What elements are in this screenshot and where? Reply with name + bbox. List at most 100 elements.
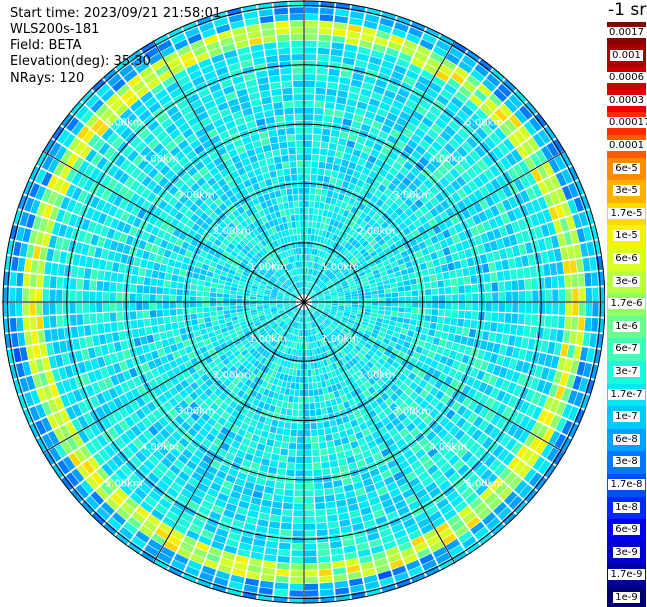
ray-gate bbox=[477, 244, 486, 255]
ray-gate bbox=[311, 297, 318, 300]
ray-gate bbox=[216, 470, 227, 480]
ray-gate bbox=[543, 193, 554, 208]
ray-gate bbox=[357, 158, 367, 167]
ray-gate bbox=[399, 192, 409, 202]
ray-gate bbox=[178, 321, 185, 329]
ray-gate bbox=[342, 538, 355, 547]
ray-gate bbox=[131, 266, 140, 276]
ray-gate bbox=[212, 504, 224, 515]
ray-gate bbox=[355, 59, 368, 69]
ray-gate bbox=[402, 323, 410, 330]
ray-gate bbox=[464, 285, 472, 293]
ray-gate bbox=[405, 261, 413, 269]
ray-gate bbox=[348, 228, 356, 236]
ray-gate bbox=[316, 333, 321, 341]
ray-gate bbox=[230, 490, 241, 500]
ray-gate bbox=[238, 333, 245, 339]
ray-gate bbox=[359, 339, 367, 346]
ray-gate bbox=[304, 410, 310, 417]
ray-gate bbox=[66, 153, 79, 167]
ray-gate bbox=[181, 241, 190, 250]
ray-gate bbox=[256, 362, 264, 370]
ray-gate bbox=[339, 187, 347, 195]
ray-gate bbox=[290, 348, 294, 355]
ray-gate bbox=[371, 230, 379, 239]
ray-gate bbox=[201, 263, 210, 271]
ray-gate bbox=[294, 322, 298, 329]
ray-gate bbox=[225, 234, 234, 243]
ray-gate bbox=[291, 423, 298, 430]
ray-gate bbox=[56, 315, 64, 328]
ray-gate bbox=[384, 89, 396, 100]
ray-gate bbox=[48, 235, 58, 249]
ray-gate bbox=[440, 199, 450, 210]
ray-gate bbox=[242, 487, 253, 497]
ray-gate bbox=[425, 308, 432, 315]
ray-gate bbox=[362, 478, 374, 487]
ray-gate bbox=[450, 278, 458, 286]
ray-gate bbox=[167, 337, 176, 346]
ray-gate bbox=[317, 306, 324, 310]
ray-gate bbox=[324, 336, 330, 344]
ray-gate bbox=[524, 156, 536, 171]
ray-gate bbox=[189, 302, 196, 308]
ray-gate bbox=[558, 302, 566, 315]
ray-gate bbox=[360, 471, 371, 481]
ray-gate bbox=[405, 494, 418, 505]
ray-gate bbox=[260, 330, 267, 336]
ray-gate bbox=[103, 444, 116, 458]
ray-gate bbox=[195, 335, 203, 343]
ray-gate bbox=[269, 298, 277, 301]
ray-gate bbox=[384, 263, 392, 271]
ray-gate bbox=[201, 333, 210, 341]
ray-gate bbox=[256, 302, 263, 305]
ray-gate bbox=[433, 353, 442, 362]
ray-gate bbox=[372, 343, 380, 350]
ray-gate bbox=[503, 270, 511, 281]
ray-gate bbox=[245, 516, 258, 525]
ray-gate bbox=[438, 372, 448, 383]
ray-gate bbox=[98, 448, 111, 462]
ray-gate bbox=[251, 269, 258, 275]
ray-gate bbox=[152, 485, 166, 497]
ray-gate bbox=[230, 265, 238, 272]
ray-gate bbox=[362, 117, 374, 126]
ray-gate bbox=[91, 471, 104, 486]
ray-gate bbox=[331, 42, 345, 50]
ray-gate bbox=[445, 207, 455, 218]
ray-gate bbox=[319, 265, 325, 272]
ray-gate bbox=[329, 218, 336, 226]
ray-gate bbox=[193, 267, 201, 274]
ray-gate bbox=[112, 230, 122, 242]
ray-gate bbox=[372, 269, 380, 275]
ray-gate bbox=[130, 425, 142, 437]
ray-gate bbox=[324, 308, 331, 312]
ray-gate bbox=[563, 358, 573, 373]
ray-gate bbox=[518, 348, 527, 361]
ray-gate bbox=[184, 199, 194, 209]
ray-gate bbox=[366, 272, 374, 278]
ray-gate bbox=[524, 278, 532, 290]
ray-gate bbox=[295, 290, 300, 296]
ray-gate bbox=[567, 166, 579, 181]
ray-gate bbox=[317, 175, 324, 182]
ray-gate bbox=[140, 41, 156, 54]
ray-gate bbox=[196, 177, 207, 187]
ray-gate bbox=[294, 496, 304, 504]
ray-gate bbox=[245, 209, 253, 217]
ray-gate bbox=[202, 454, 213, 465]
ray-gate bbox=[176, 254, 185, 262]
ray-gate bbox=[344, 218, 351, 226]
ray-gate bbox=[432, 516, 446, 528]
ray-gate bbox=[223, 302, 230, 306]
ray-gate bbox=[332, 321, 339, 326]
ray-gate bbox=[352, 425, 361, 434]
ray-gate bbox=[307, 289, 311, 295]
ray-gate bbox=[260, 372, 267, 380]
ray-gate bbox=[540, 251, 549, 264]
ray-gate bbox=[483, 321, 491, 331]
ray-gate bbox=[159, 164, 171, 176]
ray-gate bbox=[309, 261, 313, 268]
ray-gate bbox=[574, 408, 585, 424]
ray-gate bbox=[439, 239, 448, 249]
